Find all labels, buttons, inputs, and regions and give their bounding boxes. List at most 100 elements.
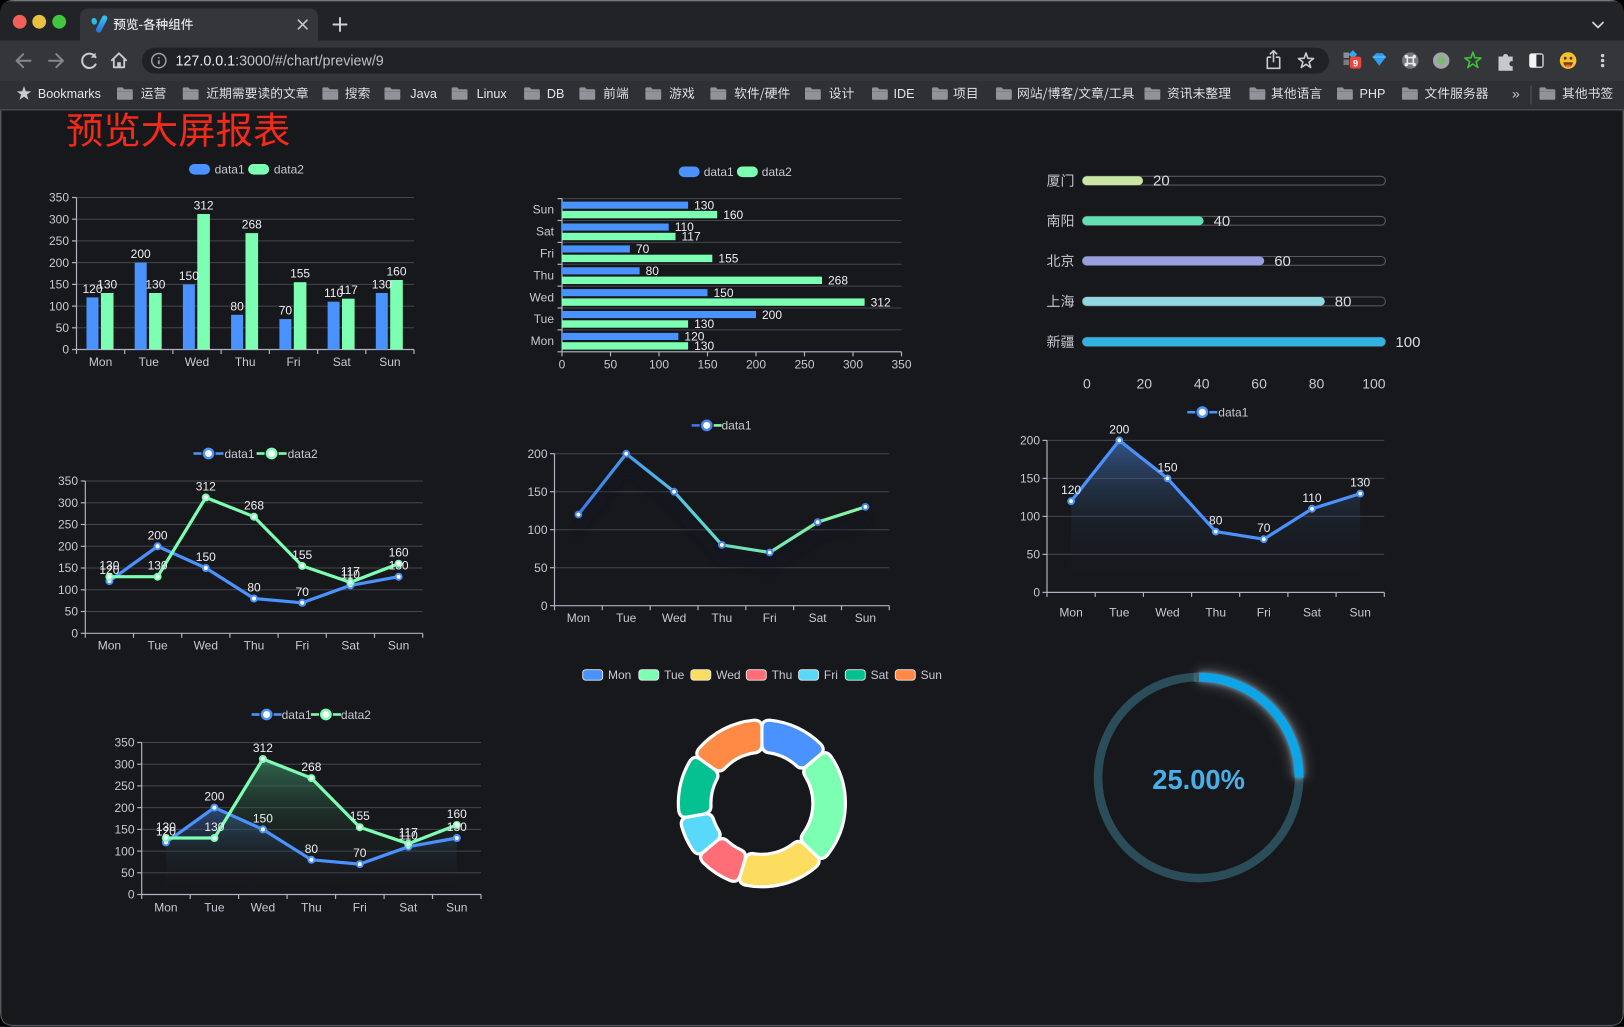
svg-text:200: 200 bbox=[527, 447, 547, 461]
svg-text:Sun: Sun bbox=[921, 668, 942, 682]
svg-text:100: 100 bbox=[1020, 510, 1040, 524]
svg-text:Sun: Sun bbox=[855, 611, 876, 625]
svg-text:Wed: Wed bbox=[185, 355, 209, 369]
svg-text:120: 120 bbox=[1061, 483, 1081, 497]
svg-text:312: 312 bbox=[871, 295, 891, 309]
svg-text:150: 150 bbox=[1020, 472, 1040, 486]
svg-text:155: 155 bbox=[718, 252, 738, 266]
svg-text:Bookmarks: Bookmarks bbox=[38, 87, 101, 101]
svg-text:80: 80 bbox=[1209, 514, 1223, 528]
svg-text:70: 70 bbox=[353, 846, 367, 860]
svg-text:Fri: Fri bbox=[287, 355, 301, 369]
svg-text:100: 100 bbox=[1395, 334, 1420, 351]
svg-text:Mon: Mon bbox=[608, 668, 631, 682]
svg-text:Tue: Tue bbox=[664, 668, 685, 682]
svg-text:Sun: Sun bbox=[1350, 606, 1371, 620]
svg-text:350: 350 bbox=[58, 474, 78, 488]
svg-text:Tue: Tue bbox=[147, 639, 168, 653]
svg-text:100: 100 bbox=[49, 299, 69, 313]
svg-text:Thu: Thu bbox=[301, 901, 322, 915]
svg-text:268: 268 bbox=[242, 218, 262, 232]
svg-text:data1: data1 bbox=[225, 447, 255, 461]
svg-text:Tue: Tue bbox=[616, 611, 637, 625]
svg-text:Sun: Sun bbox=[388, 639, 409, 653]
svg-text:Mon: Mon bbox=[531, 334, 554, 348]
svg-text:117: 117 bbox=[682, 230, 701, 244]
svg-text:IDE: IDE bbox=[894, 87, 915, 101]
svg-text:DB: DB bbox=[547, 87, 565, 101]
svg-text:Wed: Wed bbox=[251, 901, 275, 915]
svg-text:Wed: Wed bbox=[662, 611, 686, 625]
svg-text:130: 130 bbox=[389, 559, 409, 573]
svg-text:60: 60 bbox=[1274, 253, 1291, 270]
svg-text:130: 130 bbox=[447, 820, 467, 834]
svg-text:130: 130 bbox=[372, 278, 392, 292]
svg-text:200: 200 bbox=[746, 358, 766, 372]
svg-text:100: 100 bbox=[527, 523, 547, 537]
svg-text:130: 130 bbox=[156, 820, 176, 834]
svg-text:Tue: Tue bbox=[534, 312, 555, 326]
svg-text:120: 120 bbox=[82, 282, 102, 296]
svg-text:155: 155 bbox=[290, 267, 310, 281]
svg-text:70: 70 bbox=[1257, 521, 1271, 535]
svg-text:100: 100 bbox=[649, 358, 669, 372]
svg-text:data2: data2 bbox=[762, 165, 792, 179]
svg-text:300: 300 bbox=[114, 757, 134, 771]
svg-text:250: 250 bbox=[114, 779, 134, 793]
svg-text:130: 130 bbox=[1350, 476, 1370, 490]
svg-text:100: 100 bbox=[114, 844, 134, 858]
svg-text:data1: data1 bbox=[722, 419, 752, 433]
svg-text:312: 312 bbox=[194, 199, 214, 213]
svg-text:350: 350 bbox=[114, 736, 134, 750]
svg-text:Sat: Sat bbox=[333, 355, 352, 369]
svg-text:Thu: Thu bbox=[533, 268, 554, 282]
svg-text:9: 9 bbox=[1353, 58, 1358, 69]
svg-text:250: 250 bbox=[58, 518, 78, 532]
svg-text:Fri: Fri bbox=[295, 639, 309, 653]
svg-text:268: 268 bbox=[828, 274, 848, 288]
svg-text:150: 150 bbox=[196, 550, 216, 564]
svg-text:80: 80 bbox=[1309, 375, 1325, 391]
svg-text:150: 150 bbox=[49, 278, 69, 292]
svg-text:200: 200 bbox=[1020, 434, 1040, 448]
svg-text:150: 150 bbox=[527, 485, 547, 499]
svg-text:110: 110 bbox=[675, 220, 694, 234]
svg-text:130: 130 bbox=[694, 317, 714, 331]
svg-text:100: 100 bbox=[1362, 375, 1386, 391]
svg-text:130: 130 bbox=[97, 278, 117, 292]
svg-text:160: 160 bbox=[447, 807, 467, 821]
svg-text:200: 200 bbox=[58, 540, 78, 554]
svg-text:117: 117 bbox=[339, 283, 358, 297]
svg-text:data1: data1 bbox=[282, 708, 312, 722]
svg-text:300: 300 bbox=[843, 358, 863, 372]
svg-text:0: 0 bbox=[71, 627, 78, 641]
svg-text:350: 350 bbox=[891, 358, 911, 372]
svg-text:Thu: Thu bbox=[772, 668, 793, 682]
svg-text:80: 80 bbox=[646, 264, 660, 278]
svg-text:50: 50 bbox=[56, 321, 70, 335]
svg-text:Tue: Tue bbox=[1109, 606, 1130, 620]
svg-text:200: 200 bbox=[762, 308, 782, 322]
svg-text:Fri: Fri bbox=[353, 901, 367, 915]
svg-text:0: 0 bbox=[128, 888, 135, 902]
svg-text:200: 200 bbox=[131, 247, 151, 261]
svg-text:110: 110 bbox=[324, 286, 343, 300]
svg-text:70: 70 bbox=[279, 304, 293, 318]
svg-text:Sat: Sat bbox=[871, 668, 890, 682]
svg-text:80: 80 bbox=[305, 842, 319, 856]
svg-text:data1: data1 bbox=[1218, 406, 1248, 420]
svg-text:Linux: Linux bbox=[477, 87, 508, 101]
svg-text:110: 110 bbox=[341, 567, 360, 581]
svg-text:200: 200 bbox=[114, 801, 134, 815]
svg-text:150: 150 bbox=[253, 811, 273, 825]
svg-text:Fri: Fri bbox=[824, 668, 838, 682]
svg-text:120: 120 bbox=[99, 563, 119, 577]
svg-text:150: 150 bbox=[58, 561, 78, 575]
svg-text:Mon: Mon bbox=[567, 611, 590, 625]
svg-text:Wed: Wed bbox=[716, 668, 740, 682]
svg-text:300: 300 bbox=[49, 212, 69, 226]
svg-text:Mon: Mon bbox=[89, 355, 112, 369]
svg-text:Java: Java bbox=[410, 87, 437, 101]
svg-text:50: 50 bbox=[65, 605, 79, 619]
svg-text:Fri: Fri bbox=[540, 247, 554, 261]
